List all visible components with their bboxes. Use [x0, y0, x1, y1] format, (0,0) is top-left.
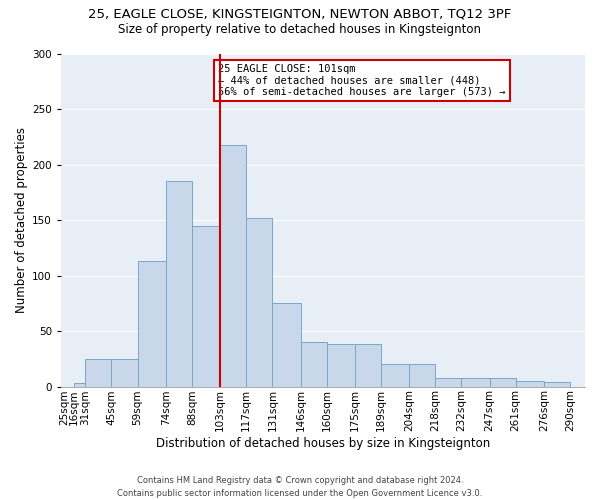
- Bar: [490, 378, 516, 386]
- Bar: [220, 145, 246, 386]
- Text: 25, EAGLE CLOSE, KINGSTEIGNTON, NEWTON ABBOT, TQ12 3PF: 25, EAGLE CLOSE, KINGSTEIGNTON, NEWTON A…: [88, 8, 512, 20]
- Bar: [192, 226, 220, 386]
- X-axis label: Distribution of detached houses by size in Kingsteignton: Distribution of detached houses by size …: [156, 437, 490, 450]
- Bar: [112, 359, 137, 386]
- Bar: [544, 382, 570, 386]
- Bar: [381, 364, 409, 386]
- Bar: [409, 364, 435, 386]
- Bar: [166, 182, 192, 386]
- Bar: [74, 383, 85, 386]
- Text: Size of property relative to detached houses in Kingsteignton: Size of property relative to detached ho…: [119, 22, 482, 36]
- Bar: [461, 378, 490, 386]
- Text: 25 EAGLE CLOSE: 101sqm
← 44% of detached houses are smaller (448)
56% of semi-de: 25 EAGLE CLOSE: 101sqm ← 44% of detached…: [218, 64, 506, 97]
- Bar: [355, 344, 381, 387]
- Y-axis label: Number of detached properties: Number of detached properties: [15, 128, 28, 314]
- Text: Contains HM Land Registry data © Crown copyright and database right 2024.
Contai: Contains HM Land Registry data © Crown c…: [118, 476, 482, 498]
- Bar: [516, 381, 544, 386]
- Bar: [85, 359, 112, 386]
- Bar: [301, 342, 327, 386]
- Bar: [435, 378, 461, 386]
- Bar: [272, 304, 301, 386]
- Bar: [327, 344, 355, 387]
- Bar: [137, 262, 166, 386]
- Bar: [246, 218, 272, 386]
